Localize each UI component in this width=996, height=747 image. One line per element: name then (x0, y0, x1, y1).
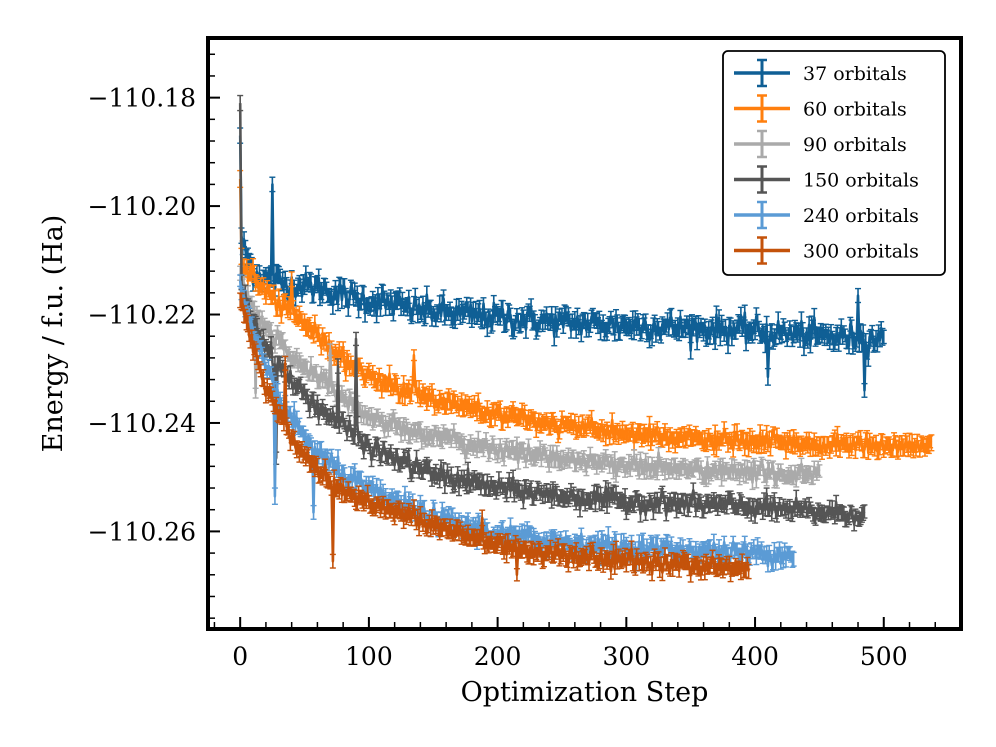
series-37-orbitals (237, 127, 887, 398)
series-line (238, 135, 884, 392)
plot-area (237, 94, 935, 583)
series-90-orbitals (237, 265, 823, 491)
series-150-orbitals (237, 94, 868, 532)
